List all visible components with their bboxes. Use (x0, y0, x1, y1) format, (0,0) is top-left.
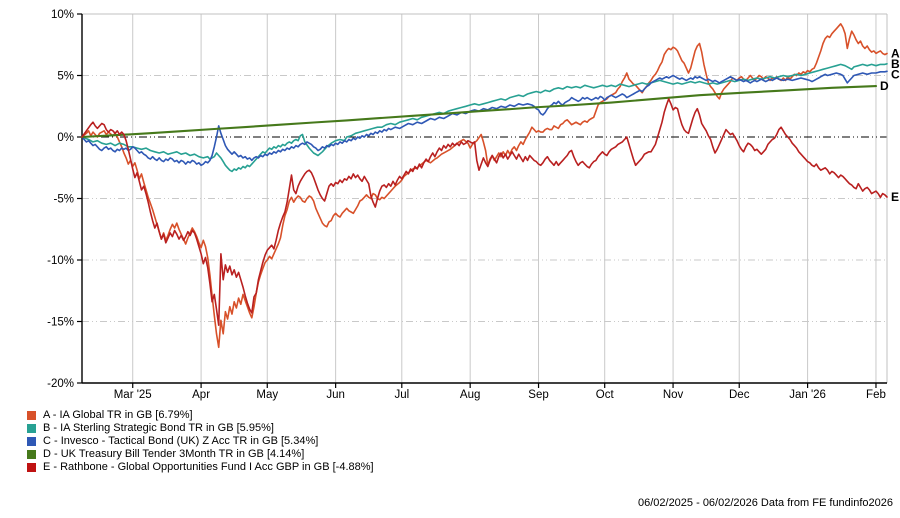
series-line-a (81, 22, 888, 349)
series-end-label-d: D (880, 79, 889, 93)
x-tick-label: Jun (326, 389, 345, 401)
legend-label-d: D - UK Treasury Bill Tender 3Month TR in… (43, 448, 305, 460)
x-tick-label: Dec (729, 389, 750, 401)
legend-item-b: B - IA Sterling Strategic Bond TR in GB … (27, 422, 374, 435)
series-end-label-e: E (891, 190, 899, 204)
x-tick-label: May (256, 389, 278, 401)
y-tick-label: 5% (57, 71, 74, 83)
legend-swatch-c (27, 437, 36, 446)
y-tick-label: 0% (57, 132, 74, 144)
legend-label-a: A - IA Global TR in GB [6.79%] (43, 409, 193, 421)
series-line-e (81, 98, 888, 327)
series-line-b (81, 62, 888, 173)
x-tick-label: Jul (394, 389, 409, 401)
legend-label-c: C - Invesco - Tactical Bond (UK) Z Acc T… (43, 435, 319, 447)
legend-label-b: B - IA Sterling Strategic Bond TR in GB … (43, 422, 274, 434)
y-tick-label: -20% (47, 378, 74, 390)
x-tick-label: Aug (460, 389, 480, 401)
performance-line-chart: 10% 5% 0% -5% -10% -15% -20% Mar '25 Apr May Jun Ju… (47, 9, 900, 401)
x-tick-label: Oct (596, 389, 615, 401)
y-tick-label: -5% (54, 194, 74, 206)
y-tick-label: -15% (47, 317, 74, 329)
legend-item-c: C - Invesco - Tactical Bond (UK) Z Acc T… (27, 435, 374, 448)
legend-swatch-e (27, 463, 36, 472)
series-end-label-a: A (891, 46, 900, 60)
x-tick-label: Mar '25 (114, 389, 152, 401)
legend-item-d: D - UK Treasury Bill Tender 3Month TR in… (27, 448, 374, 461)
legend-swatch-b (27, 424, 36, 433)
chart-legend: A - IA Global TR in GB [6.79%] B - IA St… (27, 409, 374, 474)
series-end-label-c: C (891, 67, 900, 81)
x-tick-label: Apr (192, 389, 210, 401)
series-line-c (81, 70, 888, 167)
chart-footer-daterange: 06/02/2025 - 06/02/2026 Data from FE fun… (637, 497, 893, 509)
series-line-d (80, 85, 878, 139)
y-tick-label: 10% (51, 9, 74, 21)
x-tick-label: Feb (866, 389, 886, 401)
x-tick-label: Jan '26 (789, 389, 826, 401)
legend-label-e: E - Rathbone - Global Opportunities Fund… (43, 461, 374, 473)
legend-swatch-a (27, 411, 36, 420)
legend-item-a: A - IA Global TR in GB [6.79%] (27, 409, 374, 422)
legend-swatch-d (27, 450, 36, 459)
x-tick-label: Sep (528, 389, 548, 401)
legend-item-e: E - Rathbone - Global Opportunities Fund… (27, 461, 374, 474)
x-tick-label: Nov (663, 389, 684, 401)
y-tick-label: -10% (47, 255, 74, 267)
series-end-label-b: B (891, 57, 900, 71)
